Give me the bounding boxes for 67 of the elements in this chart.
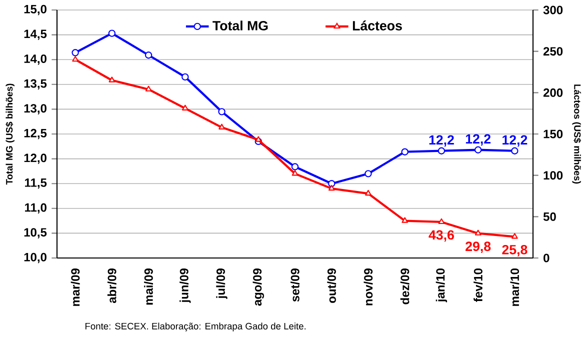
x-tick-label: jun/09 (180, 268, 191, 303)
point (401, 148, 408, 156)
legend-label: Total MG (212, 20, 268, 30)
y2-axis-title: Lácteos (US$ milhões) (572, 84, 582, 184)
x-tick-label: ago/09 (252, 268, 264, 306)
y-tick-label: 10,0 (24, 252, 46, 264)
y2-tick-label: 250 (543, 47, 563, 56)
point (511, 147, 518, 154)
point (72, 56, 78, 62)
point (365, 190, 372, 196)
point (182, 73, 189, 81)
y-tick-label: 15,0 (24, 4, 46, 16)
point (108, 76, 116, 82)
data-label: 12,2 (466, 134, 491, 146)
x-tick-label: mar/09 (70, 268, 80, 306)
y2-tick-label: 50 (543, 212, 556, 221)
point (144, 52, 152, 59)
point (255, 136, 262, 142)
data-label: 43,6 (428, 230, 454, 242)
point (145, 86, 152, 92)
x-tick-label: dez/09 (400, 268, 410, 304)
y-tick-label: 12,5 (24, 128, 47, 140)
x-tick-label: jul/09 (216, 268, 228, 299)
y-axis-title: Total MG (US$ bilhões) (6, 84, 14, 185)
y-tick-label: 13,5 (24, 79, 47, 90)
x-tick-label: set/09 (290, 268, 300, 302)
point (438, 147, 446, 154)
y-tick-label: 14,5 (24, 30, 47, 40)
point (218, 124, 225, 130)
x-tick-label: jan/10 (436, 268, 448, 302)
point (512, 233, 518, 239)
point (474, 146, 482, 154)
point (328, 180, 336, 188)
y2-tick-label: 100 (544, 171, 563, 180)
point (182, 104, 188, 110)
x-tick-label: mar/10 (510, 268, 520, 306)
x-tick-label: abr/09 (107, 268, 116, 304)
x-tick-label: out/09 (327, 268, 336, 303)
y-tick-label: 10,5 (24, 228, 47, 238)
source-note: Fonte: SECEX. Elaboração: Embrapa Gado de Leite. (85, 322, 306, 332)
point (108, 30, 116, 37)
point (291, 163, 299, 170)
point (402, 217, 408, 223)
y2-tick-label: 300 (543, 6, 563, 14)
x-tick-label: mai/09 (144, 268, 153, 305)
y-tick-label: 11,5 (25, 178, 47, 189)
y2-tick-label: 150 (544, 130, 563, 138)
legend-label: Lácteos (352, 20, 402, 30)
x-tick-label: nov/09 (364, 268, 373, 306)
point (474, 230, 482, 236)
point (438, 218, 445, 224)
y-tick-label: 12,0 (24, 154, 46, 164)
data-label: 25,8 (502, 244, 528, 256)
point (292, 170, 298, 176)
x-tick-label: fev/10 (474, 268, 483, 302)
point (364, 170, 372, 178)
point (328, 184, 335, 191)
y2-tick-label: 200 (543, 88, 563, 97)
y-tick-label: 14,0 (24, 54, 46, 65)
y-tick-label: 13,0 (24, 104, 46, 114)
y-tick-label: 11,0 (25, 203, 46, 214)
point (218, 108, 226, 116)
data-label: 12,2 (502, 135, 528, 147)
y2-tick-label: 0 (544, 254, 550, 262)
data-label: 29,8 (466, 242, 491, 254)
data-label: 12,2 (429, 135, 454, 147)
point (72, 49, 79, 56)
